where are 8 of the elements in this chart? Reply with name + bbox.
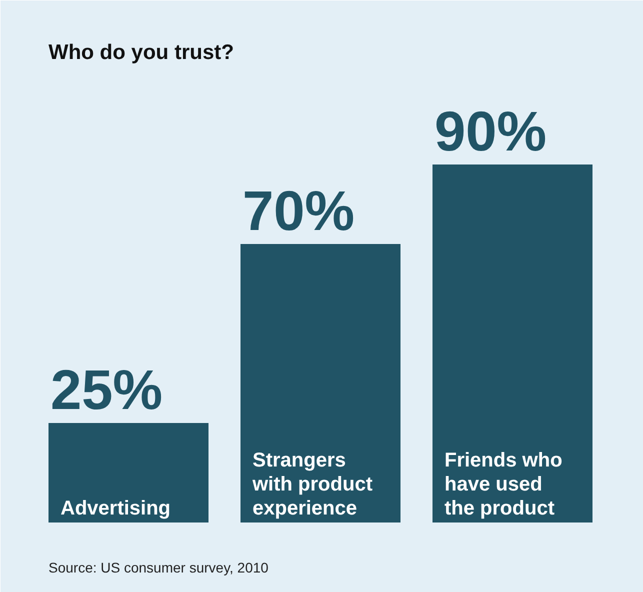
x-tick-label: Advertising [60, 498, 171, 520]
data-label: 90% [434, 100, 547, 162]
x-tick-label: Strangers with product experience [252, 450, 373, 520]
data-label: 25% [50, 358, 163, 422]
data-label: 70% [242, 179, 355, 242]
chart-title: Who do you trust? [48, 41, 234, 64]
x-tick-label: Friends who have used the product [444, 450, 562, 520]
source-note: Source: US consumer survey, 2010 [48, 560, 269, 576]
